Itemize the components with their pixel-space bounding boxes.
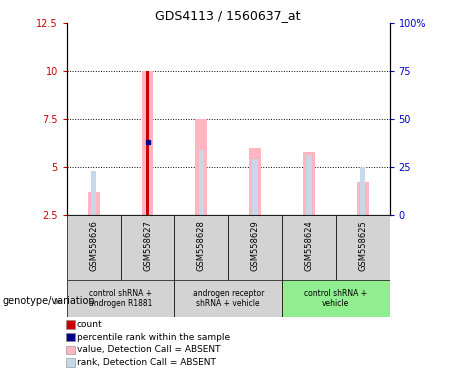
Bar bbox=[357, 182, 368, 215]
Title: GDS4113 / 1560637_at: GDS4113 / 1560637_at bbox=[155, 9, 301, 22]
Bar bbox=[88, 192, 100, 215]
Text: GSM558627: GSM558627 bbox=[143, 220, 152, 271]
Bar bbox=[252, 159, 258, 215]
Bar bbox=[91, 171, 96, 215]
Text: rank, Detection Call = ABSENT: rank, Detection Call = ABSENT bbox=[77, 358, 216, 367]
Bar bbox=[228, 215, 282, 280]
Bar bbox=[249, 148, 261, 215]
Bar bbox=[282, 280, 390, 317]
Bar bbox=[282, 215, 336, 280]
Bar bbox=[174, 280, 282, 317]
Bar bbox=[174, 215, 228, 280]
Text: value, Detection Call = ABSENT: value, Detection Call = ABSENT bbox=[77, 345, 220, 354]
Text: GSM558625: GSM558625 bbox=[358, 220, 367, 271]
Bar bbox=[67, 280, 174, 317]
Text: GSM558624: GSM558624 bbox=[304, 220, 313, 271]
Text: GSM558626: GSM558626 bbox=[89, 220, 98, 271]
Bar bbox=[121, 215, 174, 280]
Text: count: count bbox=[77, 320, 103, 329]
Text: control shRNA +
vehicle: control shRNA + vehicle bbox=[304, 289, 367, 308]
Bar bbox=[145, 142, 150, 215]
Text: GSM558628: GSM558628 bbox=[197, 220, 206, 271]
Text: percentile rank within the sample: percentile rank within the sample bbox=[77, 333, 230, 342]
Bar bbox=[306, 155, 312, 215]
Bar bbox=[303, 152, 315, 215]
Text: GSM558629: GSM558629 bbox=[251, 220, 260, 271]
Bar bbox=[195, 119, 207, 215]
Bar bbox=[199, 150, 204, 215]
Text: control shRNA +
androgen R1881: control shRNA + androgen R1881 bbox=[89, 289, 152, 308]
Bar bbox=[142, 71, 154, 215]
Text: genotype/variation: genotype/variation bbox=[2, 296, 95, 306]
Text: androgen receptor
shRNA + vehicle: androgen receptor shRNA + vehicle bbox=[193, 289, 264, 308]
Bar bbox=[336, 215, 390, 280]
Bar bbox=[146, 71, 149, 215]
Bar bbox=[360, 167, 365, 215]
Bar bbox=[67, 215, 121, 280]
